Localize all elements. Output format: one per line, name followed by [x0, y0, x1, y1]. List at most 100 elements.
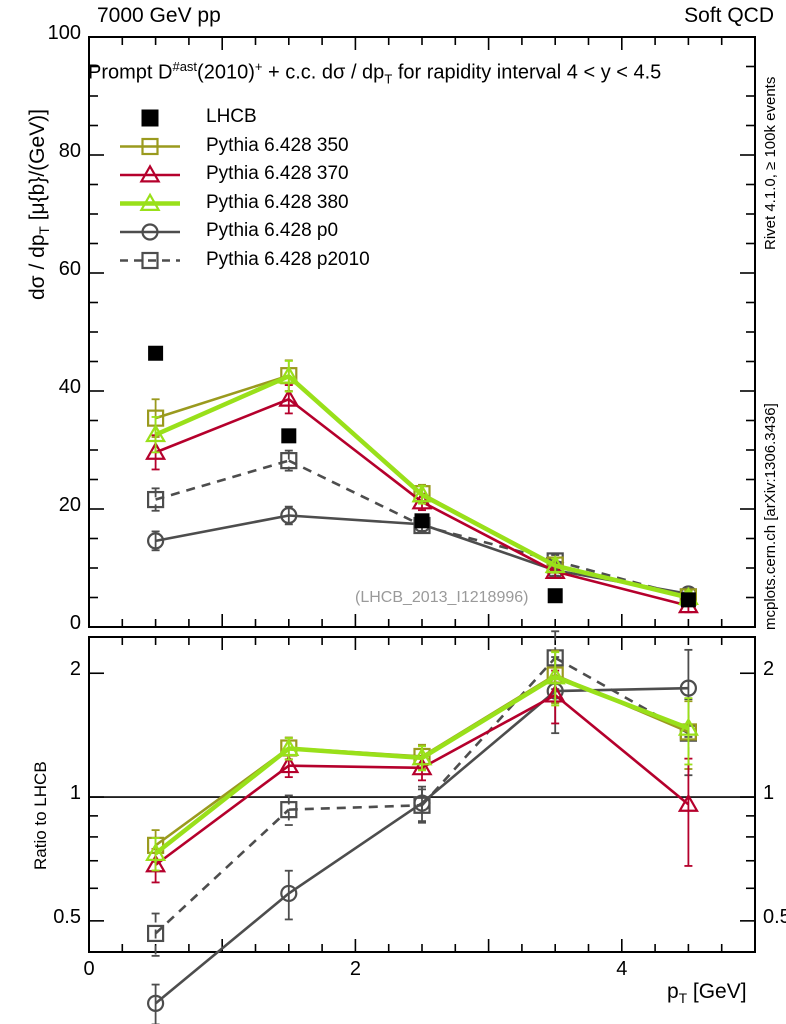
marker-p380 [544, 554, 566, 574]
legend-label-p0[interactable]: Pythia 6.428 p0 [206, 220, 339, 241]
main-y-tick-label: 40 [58, 376, 81, 398]
marker-p380 [145, 842, 167, 861]
series-line-p380 [420, 674, 557, 760]
header-beam-spec: 7000 GeV pp [97, 4, 221, 27]
main-panel-frame [88, 36, 756, 628]
series-line-p370 [421, 693, 556, 769]
marker-p2010 [280, 452, 298, 470]
marker-p380 [278, 365, 300, 384]
series-line-p380 [554, 674, 690, 731]
marker-lhcb [680, 592, 696, 608]
series-line-p0 [288, 801, 423, 895]
title-tail: for rapidity interval 4 < y < 4.5 [392, 61, 662, 84]
marker-p370 [677, 793, 699, 812]
series-line-p380 [288, 746, 423, 761]
marker-p380 [145, 423, 167, 443]
ratio-y-tick-label-right: 2 [763, 658, 775, 681]
series-line-p380 [420, 492, 557, 568]
marker-p0 [280, 884, 298, 903]
series-line-p380 [287, 374, 424, 497]
marker-p0 [147, 994, 165, 1012]
series-line-p0 [155, 514, 290, 543]
series-line-p0 [154, 892, 290, 1005]
series-line-p370 [154, 764, 290, 866]
legend-label-p350[interactable]: Pythia 6.428 350 [206, 134, 349, 156]
legend-marker-p350 [141, 137, 159, 156]
ratio-y-tick-label-right: 1 [763, 782, 775, 805]
series-line-p370 [155, 398, 290, 454]
title-sup1: #ast [172, 59, 198, 74]
marker-p380 [677, 717, 699, 736]
main-y-tick-label: 0 [69, 612, 81, 634]
series-line-p380 [154, 374, 290, 437]
ratio-y-tick-label-right: 0.5 [763, 905, 786, 928]
marker-lhcb [414, 513, 430, 529]
marker-p2010 [147, 490, 165, 509]
series-line-p2010 [288, 459, 423, 527]
ratio-y-tick-label: 2 [69, 658, 81, 681]
ratio-y-tick-label: 0.5 [53, 905, 81, 928]
legend-label-p2010[interactable]: Pythia 6.428 p2010 [206, 248, 370, 270]
series-line-p2010 [155, 459, 290, 501]
legend-label-lhcb[interactable]: LHCB [206, 106, 257, 127]
legend-marker-p2010 [141, 251, 159, 270]
marker-p380 [544, 666, 566, 685]
title-sub1: T [384, 71, 393, 87]
series-line-p0 [555, 686, 689, 693]
legend-marker-p0 [141, 223, 159, 241]
marker-p370 [145, 441, 167, 460]
marker-p2010 [280, 801, 298, 819]
legend-marker-p370 [139, 164, 161, 183]
xlab-sub: T [678, 991, 688, 1007]
title-pre: Prompt D [88, 61, 173, 84]
series-line-p2010 [154, 808, 290, 935]
analysis-id-watermark: (LHCB_2013_I1218996) [355, 589, 529, 606]
marker-p380 [278, 737, 300, 757]
marker-p2010 [147, 924, 165, 943]
marker-p380 [411, 484, 433, 503]
main-y-tick-label: 100 [47, 22, 81, 44]
legend-marker-lhcb [141, 109, 159, 127]
title-sup2: + [254, 59, 263, 74]
title-post: + c.c. dσ / dp [262, 61, 385, 84]
legend-marker-p380 [139, 192, 161, 211]
marker-p380 [411, 747, 433, 766]
main-y-tick-label: 60 [58, 258, 81, 280]
x-tick-label: 0 [83, 958, 95, 980]
marker-p370 [411, 756, 433, 776]
marker-p370 [278, 388, 300, 407]
series-line-p370 [421, 500, 556, 573]
plot-title: Prompt D#ast(2010)+ + c.c. dσ / dpT for … [88, 59, 661, 87]
xlab-p: p [667, 980, 679, 1003]
marker-p0 [147, 532, 165, 550]
marker-lhcb [148, 345, 164, 361]
series-line-p0 [421, 690, 557, 805]
marker-p0 [679, 679, 698, 697]
series-line-p0 [288, 514, 423, 526]
x-axis-label: pT [GeV] [667, 980, 747, 1006]
series-line-p370 [288, 764, 423, 770]
xlab-unit: [GeV] [687, 980, 747, 1003]
x-tick-label: 4 [616, 958, 628, 980]
series-line-p380 [554, 563, 689, 600]
series-line-p2010 [288, 803, 423, 811]
main-y-tick-label: 80 [58, 140, 81, 162]
header-process: Soft QCD [684, 4, 774, 27]
series-line-p350 [155, 374, 290, 420]
series-line-p370 [554, 694, 690, 806]
series-line-p370 [554, 570, 689, 608]
marker-p2010 [413, 796, 431, 814]
series-line-p380 [154, 746, 291, 856]
marker-lhcb [547, 588, 563, 604]
marker-p370 [544, 560, 566, 580]
marker-p370 [278, 754, 300, 774]
main-y-tick-label: 20 [58, 494, 81, 516]
series-line-p370 [288, 398, 423, 503]
marker-p0 [280, 506, 298, 525]
title-mid: (2010) [197, 61, 255, 84]
ratio-y-tick-label: 1 [69, 782, 81, 805]
legend-label-p380[interactable]: Pythia 6.428 380 [206, 191, 349, 213]
legend-label-p370[interactable]: Pythia 6.428 370 [206, 163, 349, 184]
